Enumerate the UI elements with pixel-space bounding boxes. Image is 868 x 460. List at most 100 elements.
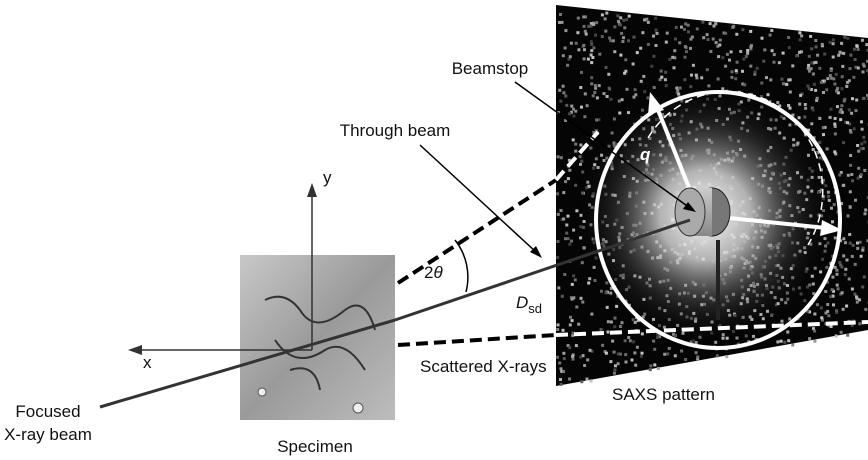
noise-dot xyxy=(557,155,560,158)
noise-dot xyxy=(769,78,772,81)
noise-dot xyxy=(619,16,622,19)
noise-dot xyxy=(601,344,604,347)
noise-dot xyxy=(564,29,567,32)
noise-dot xyxy=(683,28,686,31)
noise-dot xyxy=(593,91,596,94)
noise-dot xyxy=(826,147,829,150)
noise-dot xyxy=(849,164,852,167)
noise-dot xyxy=(613,372,616,375)
noise-dot xyxy=(857,177,860,180)
noise-dot xyxy=(586,104,589,107)
noise-dot xyxy=(583,25,586,28)
noise-dot xyxy=(822,126,825,129)
noise-dot xyxy=(818,67,821,70)
noise-dot xyxy=(557,286,560,289)
noise-dot xyxy=(623,72,626,75)
noise-dot xyxy=(781,78,784,81)
noise-dot xyxy=(780,340,783,343)
noise-dot xyxy=(608,87,611,90)
noise-dot xyxy=(795,54,798,57)
noise-dot xyxy=(858,322,861,325)
noise-dot xyxy=(761,37,764,40)
specimen-texture xyxy=(353,403,363,413)
noise-dot xyxy=(583,48,586,51)
noise-dot xyxy=(839,118,842,121)
noise-dot xyxy=(820,306,823,309)
noise-dot xyxy=(842,52,845,55)
noise-dot xyxy=(596,96,599,99)
noise-dot xyxy=(833,123,836,126)
noise-dot xyxy=(860,120,863,123)
noise-dot xyxy=(842,308,845,311)
noise-dot xyxy=(576,31,579,34)
noise-dot xyxy=(657,367,660,370)
noise-dot xyxy=(685,50,688,53)
noise-dot xyxy=(824,290,827,293)
noise-dot xyxy=(665,41,668,44)
through-beam-label: Through beam xyxy=(340,121,451,140)
noise-dot xyxy=(845,85,848,88)
diagram: Beamstop Through beam q y x 2θ Dsd Scatt… xyxy=(0,0,868,460)
noise-dot xyxy=(684,45,687,48)
noise-dot xyxy=(663,353,666,356)
noise-dot xyxy=(850,173,853,176)
noise-dot xyxy=(836,284,839,287)
noise-dot xyxy=(848,233,851,236)
noise-dot xyxy=(572,115,575,118)
noise-dot xyxy=(799,94,802,97)
noise-dot xyxy=(590,82,593,85)
noise-dot xyxy=(857,167,860,170)
noise-dot xyxy=(619,23,622,26)
noise-dot xyxy=(613,325,616,328)
noise-dot xyxy=(842,141,845,144)
noise-dot xyxy=(621,98,624,101)
noise-dot xyxy=(840,266,843,269)
beamstop-label: Beamstop xyxy=(452,59,529,78)
noise-dot xyxy=(571,298,574,301)
noise-dot xyxy=(843,100,846,103)
noise-dot xyxy=(572,138,575,141)
noise-dot xyxy=(861,128,864,131)
noise-dot xyxy=(564,237,567,240)
noise-dot xyxy=(851,179,854,182)
noise-dot xyxy=(568,378,571,381)
noise-dot xyxy=(840,104,843,107)
noise-dot xyxy=(725,355,728,358)
noise-dot xyxy=(773,61,776,64)
noise-dot xyxy=(586,358,589,361)
noise-dot xyxy=(616,14,619,17)
noise-dot xyxy=(823,53,826,56)
noise-dot xyxy=(696,27,699,30)
noise-dot xyxy=(590,40,593,43)
noise-dot xyxy=(566,64,569,67)
distance-subscript: sd xyxy=(528,301,542,316)
noise-dot xyxy=(625,18,628,21)
noise-dot xyxy=(590,43,593,46)
noise-dot xyxy=(580,297,583,300)
noise-dot xyxy=(586,378,589,381)
noise-dot xyxy=(559,13,562,16)
noise-dot xyxy=(562,218,565,221)
noise-dot xyxy=(575,344,578,347)
noise-dot xyxy=(724,32,727,35)
noise-dot xyxy=(826,303,829,306)
noise-dot xyxy=(636,346,639,349)
noise-dot xyxy=(848,108,851,111)
noise-dot xyxy=(559,100,562,103)
noise-dot xyxy=(660,70,663,73)
noise-dot xyxy=(656,32,659,35)
noise-dot xyxy=(674,38,677,41)
noise-dot xyxy=(594,87,597,90)
noise-dot xyxy=(719,39,722,42)
noise-dot xyxy=(565,104,568,107)
noise-dot xyxy=(580,106,583,109)
noise-dot xyxy=(647,21,650,24)
noise-dot xyxy=(864,308,867,311)
noise-dot xyxy=(636,51,639,54)
noise-dot xyxy=(692,64,695,67)
noise-dot xyxy=(845,305,848,308)
noise-dot xyxy=(789,91,792,94)
noise-dot xyxy=(741,70,744,73)
noise-dot xyxy=(826,310,829,313)
noise-dot xyxy=(563,357,566,360)
